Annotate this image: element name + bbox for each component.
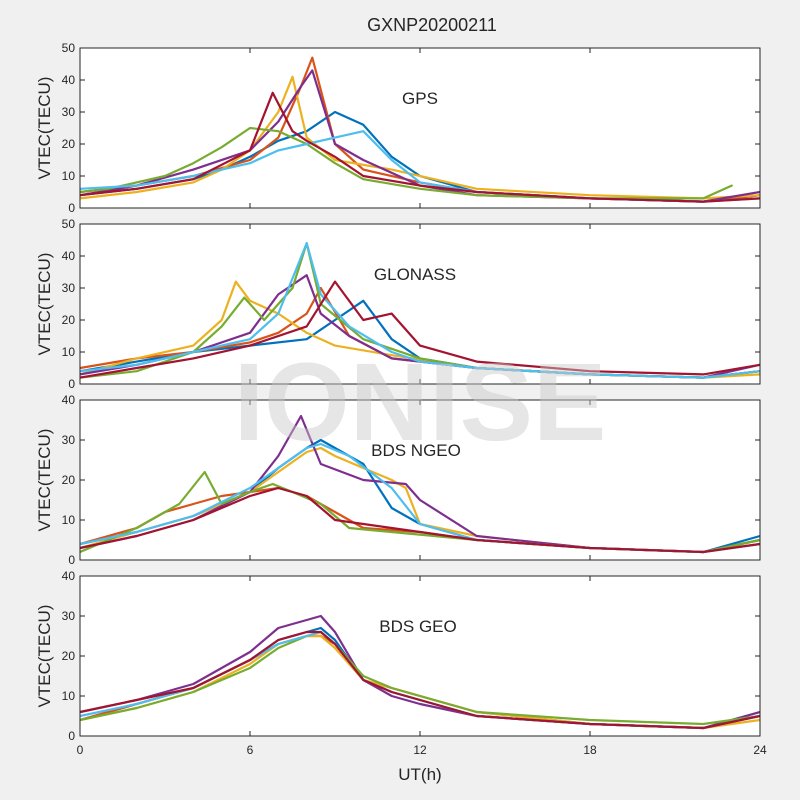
y-tick-label: 30 bbox=[62, 281, 76, 295]
series-group bbox=[80, 242, 760, 379]
y-tick-label: 10 bbox=[62, 513, 76, 527]
y-tick-label: 10 bbox=[62, 345, 76, 359]
watermark: IONISE bbox=[234, 341, 607, 464]
y-axis-label: VTEC(TECU) bbox=[35, 429, 54, 532]
y-tick-label: 20 bbox=[62, 313, 76, 327]
y-tick-label: 10 bbox=[62, 169, 76, 183]
y-axis-label: VTEC(TECU) bbox=[35, 253, 54, 356]
panel-label: BDS GEO bbox=[379, 617, 456, 636]
series-line-6 bbox=[80, 242, 760, 379]
y-tick-label: 20 bbox=[62, 649, 76, 663]
x-tick-label: 6 bbox=[247, 743, 254, 757]
y-tick-label: 40 bbox=[62, 73, 76, 87]
series-group bbox=[80, 614, 760, 730]
panels-group: 0 10 20 30 40 50 VTEC(TECU) GPS 0 10 20 30 40 50 VTEC(… bbox=[35, 41, 767, 757]
y-tick-label: 40 bbox=[62, 569, 76, 583]
x-tick-label: 24 bbox=[753, 743, 767, 757]
panel-gps: 0 10 20 30 40 50 VTEC(TECU) GPS bbox=[35, 41, 761, 215]
y-tick-label: 30 bbox=[62, 105, 76, 119]
panel-glonass: 0 10 20 30 40 50 VTEC(TECU) GLONASS bbox=[35, 217, 761, 391]
series-line-7 bbox=[80, 630, 760, 730]
y-tick-label: 20 bbox=[62, 137, 76, 151]
x-tick-label: 12 bbox=[413, 743, 427, 757]
y-tick-label: 0 bbox=[68, 729, 75, 743]
series-line-7 bbox=[80, 486, 760, 554]
y-tick-label: 50 bbox=[62, 41, 76, 55]
y-tick-label: 30 bbox=[62, 609, 76, 623]
panel-label: GPS bbox=[402, 89, 438, 108]
y-axis-label: VTEC(TECU) bbox=[35, 605, 54, 708]
series-line-7 bbox=[80, 280, 760, 379]
y-tick-label: 30 bbox=[62, 433, 76, 447]
x-tick-label: 18 bbox=[583, 743, 597, 757]
y-tick-label: 20 bbox=[62, 473, 76, 487]
y-tick-label: 40 bbox=[62, 393, 76, 407]
panel-bds-ngeo: 0 10 20 30 40 VTEC(TECU) BDS NGEO bbox=[35, 393, 761, 567]
series-line-3 bbox=[80, 75, 760, 200]
panel-label: GLONASS bbox=[374, 265, 456, 284]
panel-label: BDS NGEO bbox=[371, 441, 461, 460]
y-tick-label: 50 bbox=[62, 217, 76, 231]
x-axis-label: UT(h) bbox=[398, 765, 441, 784]
y-tick-label: 0 bbox=[68, 553, 75, 567]
x-tick-label: 0 bbox=[77, 743, 84, 757]
plot-area bbox=[80, 400, 760, 560]
y-axis-label: VTEC(TECU) bbox=[35, 77, 54, 180]
panel-bds-geo: 0 6 12 18 24 0 10 20 30 40 VTEC(TECU) BDS GEO bbox=[35, 569, 767, 757]
y-tick-label: 40 bbox=[62, 249, 76, 263]
y-tick-label: 0 bbox=[68, 377, 75, 391]
series-group bbox=[80, 414, 760, 554]
plot-area bbox=[80, 576, 760, 736]
y-tick-label: 0 bbox=[68, 201, 75, 215]
series-group bbox=[80, 56, 760, 203]
series-line-7 bbox=[80, 91, 760, 203]
figure-title: GXNP20200211 bbox=[367, 15, 497, 35]
series-line-3 bbox=[80, 634, 760, 730]
y-tick-label: 10 bbox=[62, 689, 76, 703]
